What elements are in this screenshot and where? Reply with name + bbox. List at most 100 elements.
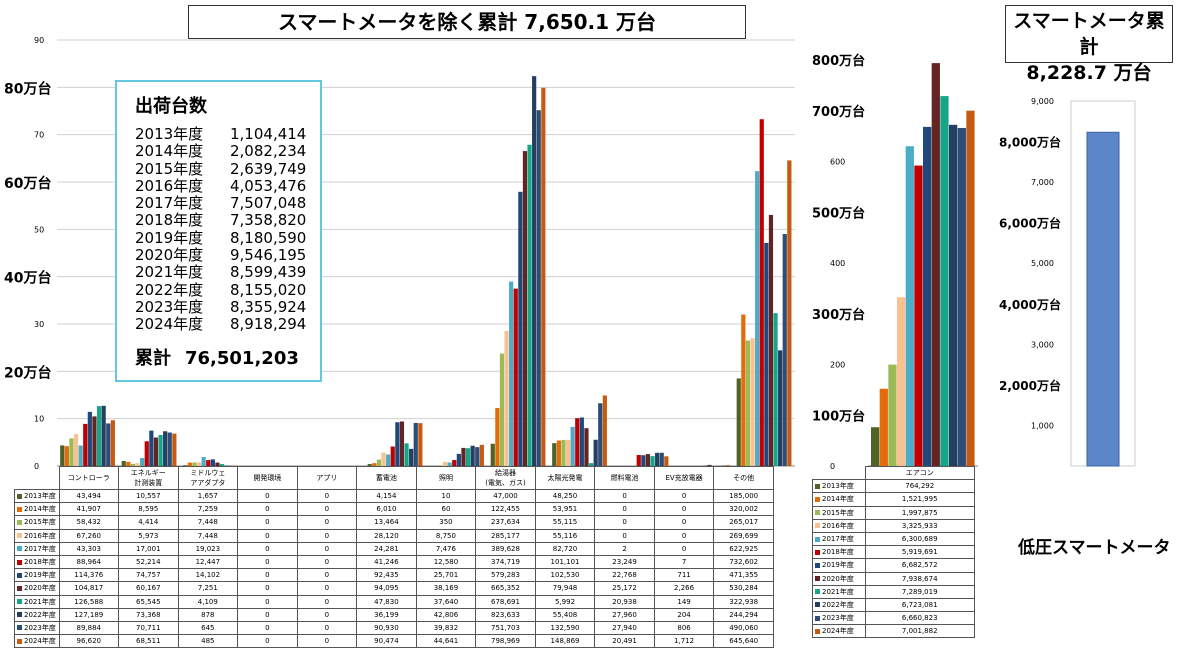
bar	[158, 434, 163, 466]
column-header-line: 太陽光発電	[547, 474, 583, 482]
bar	[645, 454, 651, 466]
table-cell: 0	[296, 568, 358, 583]
legend-row-value: 9,546,195	[230, 246, 307, 265]
bar	[741, 314, 746, 466]
table-cell: 185,000	[713, 488, 774, 504]
table-cell: 0	[594, 502, 655, 517]
bar	[745, 340, 751, 466]
legend-row-value: 7,507,048	[230, 194, 307, 213]
table-cell: 14,102	[177, 568, 239, 583]
column-header: 照明	[415, 466, 477, 490]
table-row: 2018年度 5,919,691	[812, 545, 975, 560]
table-cell: 6,660,823	[864, 611, 975, 626]
row-header-label: 2013年度	[24, 492, 56, 501]
bar	[570, 426, 575, 466]
table-corner	[813, 467, 866, 480]
table-cell: 10	[415, 488, 477, 504]
column-header: 燃料電池	[594, 466, 655, 490]
table-cell: 0	[296, 607, 358, 622]
table-cell: 43,494	[58, 488, 120, 504]
legend-swatch	[17, 519, 22, 525]
row-header-label: 2021年度	[24, 597, 56, 606]
table-cell: 0	[237, 528, 298, 543]
bar	[376, 459, 382, 466]
table-row: 2019年度 114,376 74,757 14,102 0 0 92,435 25,701 5…	[14, 568, 774, 583]
table-cell: 265,017	[713, 515, 774, 530]
legend-row-value: 7,358,820	[230, 211, 307, 230]
table-cell: 4,414	[118, 515, 179, 530]
table-cell: 471,355	[713, 568, 774, 583]
table-row: 2014年度 41,907 8,595 7,259 0 0 6,010 60 122,455 53…	[14, 502, 774, 517]
main-title: スマートメータを除く累計 7,650.1 万台	[188, 5, 746, 39]
bar	[871, 427, 880, 466]
legend-box-row: 2022年度 8,155,020	[135, 280, 320, 299]
bar	[64, 446, 69, 466]
bar	[499, 353, 505, 466]
bar	[479, 444, 484, 466]
table-cell: 0	[653, 541, 715, 556]
legend-row-value: 8,918,294	[230, 315, 307, 334]
bar	[897, 297, 906, 466]
bar	[602, 395, 607, 466]
bar	[121, 461, 126, 466]
y-tick-label: 60万台	[4, 175, 51, 192]
column-header-line: その他	[733, 474, 755, 482]
row-header: 2016年度	[14, 528, 60, 543]
table-cell: 320,002	[713, 502, 774, 517]
table-cell: 37,640	[415, 594, 477, 609]
legend-row-value: 4,053,476	[230, 176, 307, 195]
bar	[773, 313, 778, 466]
table-cell: 101,101	[534, 554, 596, 570]
row-header-label: 2019年度	[24, 571, 56, 580]
row-header-label: 2018年度	[822, 548, 854, 557]
bar	[83, 423, 88, 466]
legend-row-year: 2024年度	[135, 315, 204, 334]
bar	[931, 63, 940, 466]
legend-row-value: 8,180,590	[230, 228, 307, 247]
table-cell: 0	[237, 594, 298, 609]
table-cell: 90,474	[356, 634, 417, 649]
table-row: 2020年度 104,817 60,167 7,251 0 0 94,095 38,169 66…	[14, 581, 774, 596]
table-cell: 0	[653, 528, 715, 543]
legend-swatch	[17, 546, 22, 552]
bar	[588, 463, 594, 466]
bar	[923, 126, 932, 467]
bar	[636, 454, 641, 466]
table-cell: 55,115	[534, 515, 596, 530]
table-row: 2021年度 7,289,019	[812, 584, 975, 599]
y-tick-label: 0	[34, 462, 39, 470]
legend-swatch	[815, 483, 820, 489]
table-cell: 0	[296, 581, 358, 596]
legend-swatch	[17, 585, 22, 591]
table-cell: 149	[653, 594, 715, 609]
table-cell: 19,023	[177, 541, 239, 556]
table-row: 2019年度 6,682,572	[812, 558, 975, 573]
bar	[372, 463, 377, 466]
table-cell: 0	[296, 541, 358, 556]
table-cell: 22,768	[594, 568, 655, 583]
table-cell: 732,602	[713, 554, 774, 570]
table-cell: 55,408	[534, 607, 596, 622]
row-header: 2019年度	[14, 568, 60, 583]
total-label: 累計	[135, 347, 171, 369]
row-header-label: 2014年度	[24, 505, 56, 514]
legend-swatch	[815, 496, 820, 502]
legend-row-value: 8,155,020	[230, 280, 307, 299]
table-cell: 65,545	[118, 594, 179, 609]
row-header: 2024年度	[14, 634, 60, 649]
bar	[187, 462, 192, 466]
table-cell: 55,116	[534, 528, 596, 543]
bar	[201, 456, 206, 466]
legend-row-value: 8,355,924	[230, 297, 307, 316]
column-header: コントローラ	[58, 466, 120, 490]
table-cell: 36,199	[356, 607, 417, 622]
table-cell: 20,938	[594, 594, 655, 609]
row-header: 2018年度	[14, 554, 60, 570]
table-cell: 27,960	[594, 607, 655, 622]
table-cell: 6,300,689	[864, 531, 975, 547]
legend-swatch	[17, 506, 22, 512]
bar	[409, 448, 414, 466]
table-cell: 0	[237, 634, 298, 649]
row-header-label: 2020年度	[822, 574, 854, 583]
table-header-row: エアコン	[813, 465, 975, 481]
